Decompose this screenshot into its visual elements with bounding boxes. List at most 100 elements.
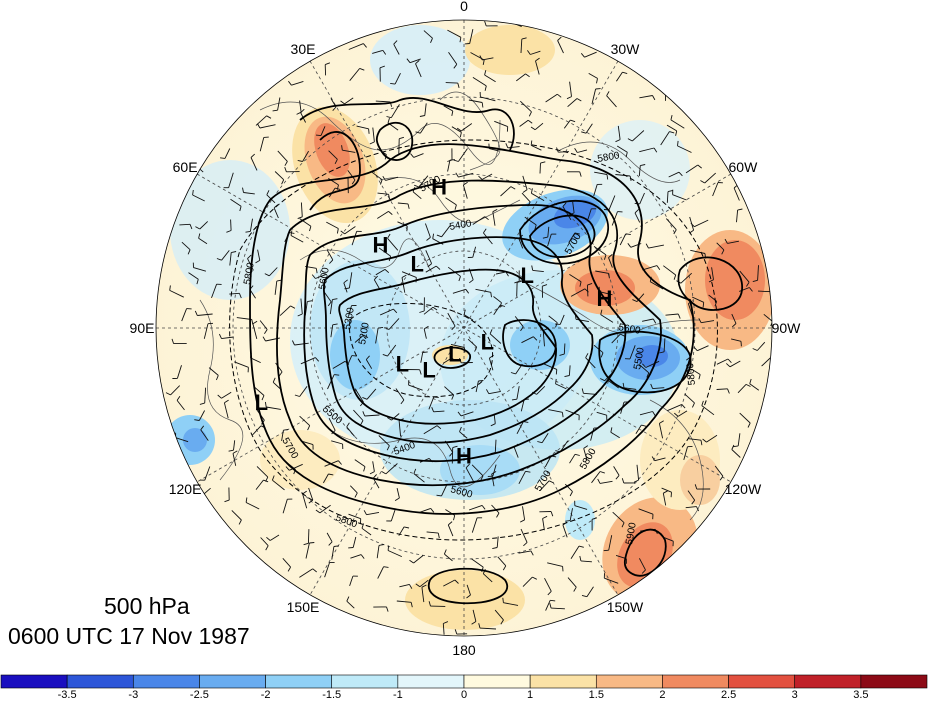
longitude-label: 90E xyxy=(130,320,155,336)
wind-barb xyxy=(347,170,356,181)
wind-barb xyxy=(249,218,253,232)
wind-barb xyxy=(221,391,232,399)
wind-barb xyxy=(401,277,406,293)
wind-barb xyxy=(475,380,479,393)
wind-barb xyxy=(536,385,546,395)
wind-barb xyxy=(326,532,333,543)
wind-barb-flag xyxy=(574,148,578,153)
wind-barb xyxy=(328,417,336,431)
wind-barb-flag xyxy=(550,511,554,517)
wind-barb-flag xyxy=(673,229,677,235)
color-bar-box xyxy=(728,674,796,689)
contour-label: 5500 xyxy=(632,346,647,370)
wind-barb xyxy=(243,192,255,195)
wind-barb-flag xyxy=(387,417,392,421)
wind-barb xyxy=(204,466,211,481)
wind-barb-flag xyxy=(566,96,572,100)
wind-barb-flag xyxy=(646,372,650,378)
wind-barb xyxy=(716,358,729,365)
wind-barb xyxy=(494,120,508,128)
wind-barb xyxy=(654,457,666,462)
wind-barb xyxy=(230,219,232,231)
wind-barb xyxy=(522,576,533,587)
wind-barb xyxy=(548,409,563,413)
wind-barb-flag xyxy=(603,254,607,260)
wind-barb-flag xyxy=(484,216,489,221)
wind-barb xyxy=(642,318,654,322)
wind-barb xyxy=(727,240,739,244)
wind-barb xyxy=(639,558,646,571)
wind-barb-flag xyxy=(482,59,485,65)
wind-barb xyxy=(652,387,665,390)
wind-barb-flag xyxy=(700,180,705,184)
wind-barb xyxy=(608,535,613,551)
wind-barb-flag xyxy=(453,64,458,69)
wind-barb-flag xyxy=(727,358,732,364)
wind-barb xyxy=(539,163,541,174)
wind-barb xyxy=(520,399,525,412)
wind-barb xyxy=(739,287,750,292)
wind-barb-flag xyxy=(346,596,350,602)
wind-barb xyxy=(176,400,185,411)
wind-barb-flag xyxy=(665,84,671,87)
wind-barb-flag xyxy=(332,323,338,326)
wind-barb-flag xyxy=(265,545,269,551)
wind-barb-flag xyxy=(528,111,532,117)
wind-barb xyxy=(617,125,621,140)
wind-barb xyxy=(273,207,279,219)
wind-barb-flag xyxy=(302,490,307,495)
wind-barb-flag xyxy=(620,333,626,337)
wind-barb-flag xyxy=(521,37,527,40)
wind-barb-flag xyxy=(690,222,695,228)
wind-barb xyxy=(291,80,304,86)
wind-barb xyxy=(557,40,564,54)
wind-barb xyxy=(197,313,213,316)
wind-barb-flag xyxy=(527,50,531,55)
wind-barb xyxy=(479,627,497,630)
wind-barb xyxy=(668,171,680,178)
wind-barb-flag xyxy=(334,374,340,376)
wind-barb-flag xyxy=(625,233,631,236)
wind-barb xyxy=(712,182,719,197)
wind-barb xyxy=(730,338,742,342)
wind-barb-flag xyxy=(578,545,584,548)
wind-barb xyxy=(211,284,218,299)
wind-barb xyxy=(387,238,399,251)
wind-barb xyxy=(567,98,578,108)
wind-barb-flag xyxy=(255,260,261,264)
wind-barb-flag xyxy=(288,80,292,86)
wind-barb-flag xyxy=(548,480,554,484)
wind-barb-flag xyxy=(394,497,400,501)
wind-barb-flag xyxy=(387,233,391,239)
wind-barb xyxy=(451,126,462,133)
wind-barb xyxy=(252,425,262,436)
wind-barb-flag xyxy=(749,378,752,384)
wind-barb xyxy=(443,105,454,112)
wind-barb-flag xyxy=(555,322,558,328)
wind-barb xyxy=(531,192,545,201)
wind-barb-flag xyxy=(343,279,348,284)
wind-barb-flag xyxy=(384,327,390,330)
wind-barb-flag xyxy=(579,171,582,177)
color-bar-tick-label: -2.5 xyxy=(190,689,209,701)
wind-barb-flag xyxy=(266,115,272,119)
wind-barb-flag xyxy=(448,521,453,526)
wind-barb-flag xyxy=(574,232,580,235)
height-contours-dashed xyxy=(229,139,718,541)
low-pressure-marker: L xyxy=(255,390,268,415)
color-bar-tick-label: 2 xyxy=(659,689,665,701)
wind-barb xyxy=(472,246,477,258)
wind-barb-flag xyxy=(633,479,639,483)
wind-barb xyxy=(591,88,597,105)
wind-barb xyxy=(514,316,524,328)
wind-barb xyxy=(289,463,303,471)
wind-barb xyxy=(559,314,565,325)
wind-barb xyxy=(737,433,741,446)
wind-barb-flag xyxy=(496,512,500,518)
wind-barb-flag xyxy=(194,419,200,421)
wind-barb-flag xyxy=(165,392,171,396)
wind-barb-flag xyxy=(622,71,628,75)
wind-barb xyxy=(612,511,625,524)
wind-barb xyxy=(469,29,474,44)
wind-barb xyxy=(638,165,641,177)
